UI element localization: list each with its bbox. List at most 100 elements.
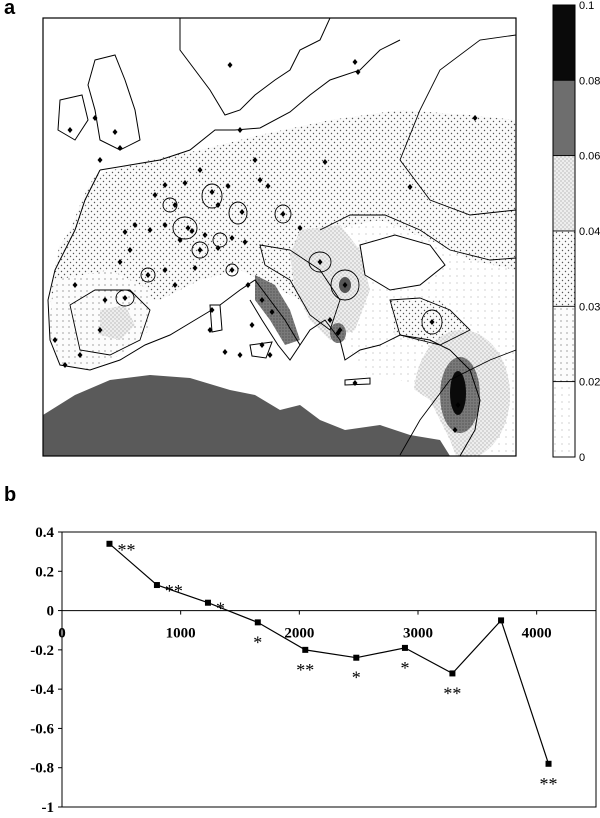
sample-point-marker (117, 259, 123, 265)
sample-point-marker (252, 157, 258, 163)
y-tick-label: -0.2 (30, 643, 54, 659)
y-tick-label: -0.6 (30, 721, 54, 737)
sample-point-marker (267, 352, 273, 358)
sample-point-marker (92, 115, 98, 121)
sample-point-marker (297, 225, 303, 231)
sample-point-marker (97, 157, 103, 163)
significance-label: * (352, 668, 361, 688)
legend-band (552, 230, 576, 307)
x-tick-label: 0 (58, 626, 66, 642)
significance-label: * (400, 658, 409, 678)
sample-point-marker (62, 362, 68, 368)
y-tick-label: 0 (47, 604, 55, 620)
sample-point-marker (215, 245, 221, 251)
data-point (302, 646, 309, 653)
data-point (401, 644, 408, 651)
map-frame (42, 17, 517, 457)
map-body (43, 18, 516, 456)
sample-point-marker (257, 177, 263, 183)
sample-point-marker (209, 189, 215, 195)
data-point (106, 540, 113, 547)
panel-b-label: b (4, 484, 17, 506)
series-line (109, 543, 550, 764)
legend-band (552, 4, 576, 81)
sample-point-marker (112, 129, 118, 135)
sample-point-marker (207, 327, 213, 333)
y-tick-label: 0.2 (35, 564, 54, 580)
legend-tick-label: 0.08 (579, 75, 600, 87)
sample-points (52, 59, 478, 433)
scandinavia (179, 18, 331, 116)
y-tick-label: -0.8 (30, 761, 54, 777)
significance-label: ** (443, 683, 461, 703)
sample-point-marker (52, 337, 58, 343)
legend-tick-label: 0.04 (579, 226, 600, 238)
sample-point-marker (162, 182, 168, 188)
legend-band (552, 305, 576, 383)
sample-point-marker (127, 247, 133, 253)
sample-point-marker (189, 228, 195, 234)
sample-point-marker (145, 272, 151, 278)
sample-point-marker (229, 235, 235, 241)
y-tick-label: -1 (42, 800, 55, 816)
x-tick-label: 2000 (284, 626, 314, 642)
y-tick-label: 0.4 (35, 525, 54, 541)
significance-label: ** (296, 660, 314, 680)
sample-point-marker (259, 297, 265, 303)
sample-point-marker (162, 267, 168, 273)
contour-lines (69, 34, 516, 456)
data-point (153, 582, 160, 589)
sample-point-marker (335, 330, 341, 336)
ireland (57, 94, 89, 141)
sample-point-marker (280, 211, 286, 217)
sample-point-marker (352, 59, 358, 65)
north-africa (43, 375, 450, 456)
sample-point-marker (102, 297, 108, 303)
europe-coastline (47, 39, 481, 456)
sample-point-marker (67, 127, 73, 133)
x-tick-label: 1000 (166, 626, 196, 642)
significance-label: ** (165, 581, 183, 601)
data-point (204, 599, 211, 606)
sample-point-marker (455, 402, 461, 408)
data-point (353, 654, 360, 661)
sample-point-marker (237, 127, 243, 133)
sample-point-marker (117, 145, 123, 151)
central-europe-zone (50, 110, 516, 360)
legend-frame (552, 4, 576, 458)
legend-band (552, 79, 576, 157)
legend-band (552, 381, 576, 458)
sample-point-marker (245, 282, 251, 288)
sample-point-marker (229, 267, 235, 273)
sample-point-marker (162, 222, 168, 228)
sample-point-marker (239, 209, 245, 215)
legend-tick-label: 0.1 (579, 0, 594, 12)
sample-point-marker (429, 319, 435, 325)
legend-tick-label: 0.02 (579, 377, 600, 389)
sample-point-marker (237, 352, 243, 358)
sample-point-marker (185, 225, 191, 231)
legend-band (552, 155, 576, 232)
sample-point-marker (227, 62, 233, 68)
significance-label: ** (117, 540, 135, 560)
levant-zone-core (450, 371, 466, 415)
sample-point-marker (317, 259, 323, 265)
sample-point-marker (225, 183, 231, 189)
black-sea (360, 235, 445, 290)
sample-point-marker (352, 380, 358, 386)
sample-point-marker (242, 239, 248, 245)
x-tick-label: 3000 (403, 626, 433, 642)
sample-point-marker (259, 342, 265, 348)
sample-point-marker (182, 180, 188, 186)
data-point (498, 617, 505, 624)
legend-tick-label: 0 (579, 452, 585, 464)
sample-point-marker (202, 232, 208, 238)
sample-point-marker (152, 192, 158, 198)
sample-point-marker (265, 183, 271, 189)
sample-point-marker (77, 352, 83, 358)
sample-point-marker (197, 247, 203, 253)
sample-point-marker (222, 349, 228, 355)
sample-point-marker (327, 317, 333, 323)
sample-point-marker (322, 159, 328, 165)
contour-map: 0.1 0.08 0.06 0.04 0.03 0.02 0 (42, 0, 600, 464)
